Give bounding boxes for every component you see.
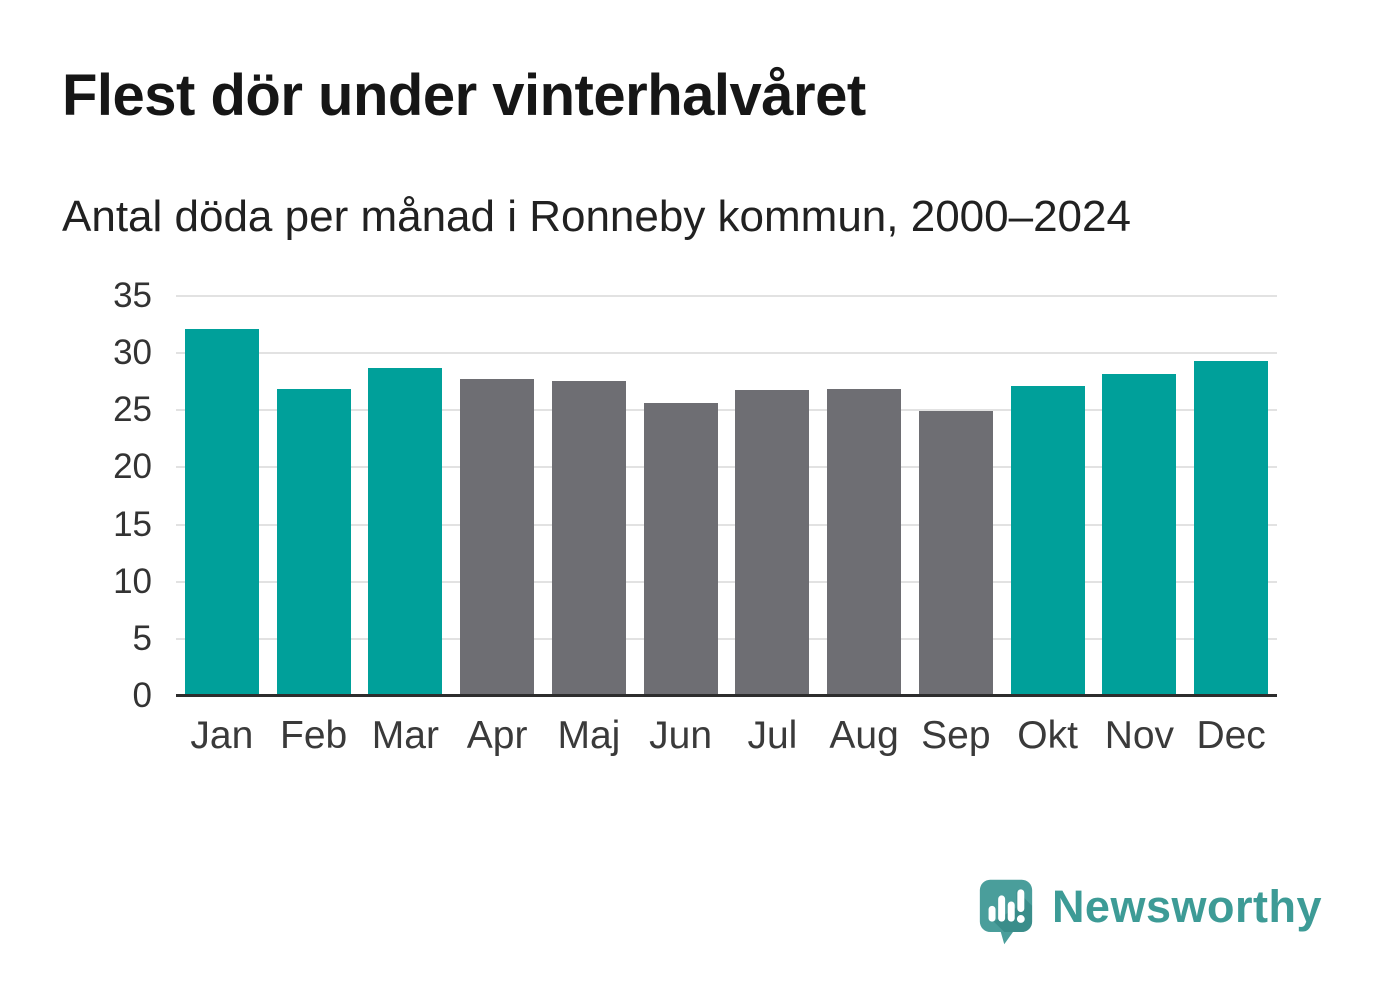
newsworthy-logo-icon <box>979 879 1033 945</box>
x-axis-label-maj: Maj <box>557 714 621 757</box>
gridline-10 <box>176 580 1277 583</box>
x-axis-label-sep: Sep <box>921 714 991 757</box>
x-axis-label-okt: Okt <box>1017 714 1078 757</box>
bar-jul <box>735 389 810 696</box>
gridline-25 <box>176 409 1277 412</box>
bar-feb <box>276 388 351 696</box>
y-axis-tick-label-10: 10 <box>113 561 152 601</box>
gridline-20 <box>176 466 1277 469</box>
chart-subtitle: Antal döda per månad i Ronneby kommun, 2… <box>62 192 1131 241</box>
x-axis-label-jan: Jan <box>190 714 254 757</box>
bar-dec <box>1194 361 1269 696</box>
x-axis-label-dec: Dec <box>1196 714 1266 757</box>
x-axis-labels: Jan Feb Mar Apr Maj Jun Jul Aug Sep Okt Nov Dec <box>176 714 1277 774</box>
x-axis-label-mar: Mar <box>371 714 439 757</box>
y-axis-tick-label-15: 15 <box>113 504 152 544</box>
y-axis-tick-label-0: 0 <box>132 676 152 715</box>
y-axis-tick-label-5: 5 <box>132 618 152 658</box>
y-axis-tick-label-25: 25 <box>113 390 152 430</box>
gridline-30 <box>176 352 1277 355</box>
bar-apr <box>460 379 535 696</box>
bar-nov <box>1102 373 1177 696</box>
x-axis-label-nov: Nov <box>1104 714 1175 757</box>
y-axis-tick-label-30: 30 <box>113 333 152 373</box>
bar-mar <box>368 368 443 696</box>
bar-aug <box>827 388 902 696</box>
x-axis-label-aug: Aug <box>829 714 899 757</box>
bar-maj <box>551 380 626 696</box>
bar-okt <box>1010 386 1085 696</box>
y-axis-tick-label-35: 35 <box>113 276 152 315</box>
chart-title: Flest dör under vinterhalvåret <box>62 63 866 128</box>
x-axis-label-jul: Jul <box>747 714 798 757</box>
y-axis-tick-label-20: 20 <box>113 447 152 487</box>
x-axis-line <box>176 694 1277 697</box>
bar-jan <box>184 329 259 696</box>
brand-logo: Newsworthy <box>978 878 1322 946</box>
gridline-15 <box>176 523 1277 526</box>
x-axis-label-feb: Feb <box>280 714 348 757</box>
bar-jun <box>643 403 718 696</box>
gridline-35 <box>176 295 1277 297</box>
brand-name: Newsworthy <box>1051 881 1322 932</box>
x-axis-label-jun: Jun <box>649 714 713 757</box>
plot-area <box>176 295 1277 697</box>
logo-bar-glyphs <box>988 889 1025 923</box>
y-axis-tick-labels: 0 5 10 15 20 25 30 35 <box>0 276 152 715</box>
gridline-5 <box>176 637 1277 640</box>
bar-sep <box>918 411 993 696</box>
x-axis-label-apr: Apr <box>466 714 528 757</box>
